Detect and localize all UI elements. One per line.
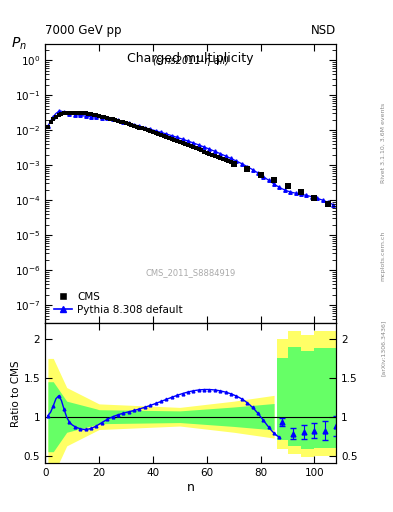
Point xyxy=(74,109,81,117)
Point xyxy=(139,124,145,133)
Bar xyxy=(277,339,288,450)
Point xyxy=(83,110,89,118)
Point xyxy=(144,126,151,134)
Text: [arXiv:1306.3436]: [arXiv:1306.3436] xyxy=(381,320,386,376)
Bar xyxy=(314,331,336,456)
Point xyxy=(118,117,124,125)
Point xyxy=(101,113,108,121)
Point xyxy=(177,138,183,146)
Point xyxy=(131,122,137,130)
Bar xyxy=(277,358,288,440)
Text: NSD: NSD xyxy=(311,24,336,37)
Point xyxy=(136,123,143,132)
Point xyxy=(96,112,102,120)
Text: mcplots.cern.ch: mcplots.cern.ch xyxy=(381,231,386,281)
Point xyxy=(201,147,207,156)
Point xyxy=(204,148,210,157)
Bar xyxy=(301,351,314,450)
Text: CMS_2011_S8884919: CMS_2011_S8884919 xyxy=(145,268,236,278)
Point xyxy=(271,176,277,184)
Bar xyxy=(314,348,336,448)
Point xyxy=(150,128,156,136)
Point xyxy=(222,156,229,164)
Point xyxy=(64,109,70,117)
Point xyxy=(53,113,59,121)
Text: 7000 GeV pp: 7000 GeV pp xyxy=(45,24,122,37)
Point xyxy=(190,143,196,152)
Bar xyxy=(301,335,314,457)
Point xyxy=(206,150,213,158)
Point xyxy=(174,137,180,145)
Point xyxy=(72,109,78,117)
Point xyxy=(48,118,54,126)
Point xyxy=(55,111,62,119)
Point xyxy=(193,144,199,153)
Point xyxy=(120,118,127,126)
Point xyxy=(169,135,175,143)
Point xyxy=(171,136,178,144)
Point xyxy=(182,140,188,148)
Point xyxy=(99,113,105,121)
Point xyxy=(244,165,250,173)
Point xyxy=(125,120,132,128)
Y-axis label: Ratio to CMS: Ratio to CMS xyxy=(11,360,21,426)
Point xyxy=(160,132,167,140)
Point xyxy=(85,110,92,118)
Point xyxy=(107,115,113,123)
Legend: CMS, Pythia 8.308 default: CMS, Pythia 8.308 default xyxy=(50,289,186,318)
Text: Rivet 3.1.10, 3.6M events: Rivet 3.1.10, 3.6M events xyxy=(381,103,386,183)
Point xyxy=(90,111,97,119)
Bar xyxy=(288,331,301,454)
Point xyxy=(215,153,221,161)
Text: (cms2011-η-all): (cms2011-η-all) xyxy=(152,56,229,66)
Point xyxy=(187,142,194,151)
Point xyxy=(61,109,67,117)
Point xyxy=(80,109,86,117)
Bar xyxy=(288,347,301,446)
Point xyxy=(45,122,51,131)
Point xyxy=(69,109,75,117)
Point xyxy=(179,139,185,147)
Y-axis label: $P_n$: $P_n$ xyxy=(11,35,27,52)
Point xyxy=(58,110,64,118)
Point xyxy=(228,158,234,166)
X-axis label: n: n xyxy=(187,481,195,494)
Point xyxy=(115,117,121,125)
Point xyxy=(147,127,153,135)
Point xyxy=(257,170,264,179)
Point xyxy=(166,134,172,142)
Point xyxy=(134,122,140,131)
Point xyxy=(128,121,134,129)
Point xyxy=(198,146,204,155)
Point xyxy=(104,114,110,122)
Point xyxy=(311,194,318,202)
Point xyxy=(109,115,116,123)
Point xyxy=(196,145,202,154)
Point xyxy=(77,109,83,117)
Point xyxy=(112,116,118,124)
Point xyxy=(231,159,237,167)
Point xyxy=(152,129,159,137)
Point xyxy=(217,154,223,162)
Point xyxy=(212,152,218,160)
Point xyxy=(225,157,231,165)
Text: Charged multiplicity: Charged multiplicity xyxy=(127,52,254,65)
Point xyxy=(298,188,304,196)
Point xyxy=(220,155,226,163)
Point xyxy=(66,109,73,117)
Point xyxy=(142,125,148,134)
Point xyxy=(93,111,99,119)
Point xyxy=(50,115,57,123)
Point xyxy=(123,119,129,127)
Point xyxy=(185,141,191,150)
Point xyxy=(209,151,215,159)
Point xyxy=(88,110,94,118)
Point xyxy=(325,200,331,208)
Point xyxy=(163,133,169,141)
Point xyxy=(285,182,291,190)
Point xyxy=(155,130,162,138)
Point xyxy=(158,131,164,139)
